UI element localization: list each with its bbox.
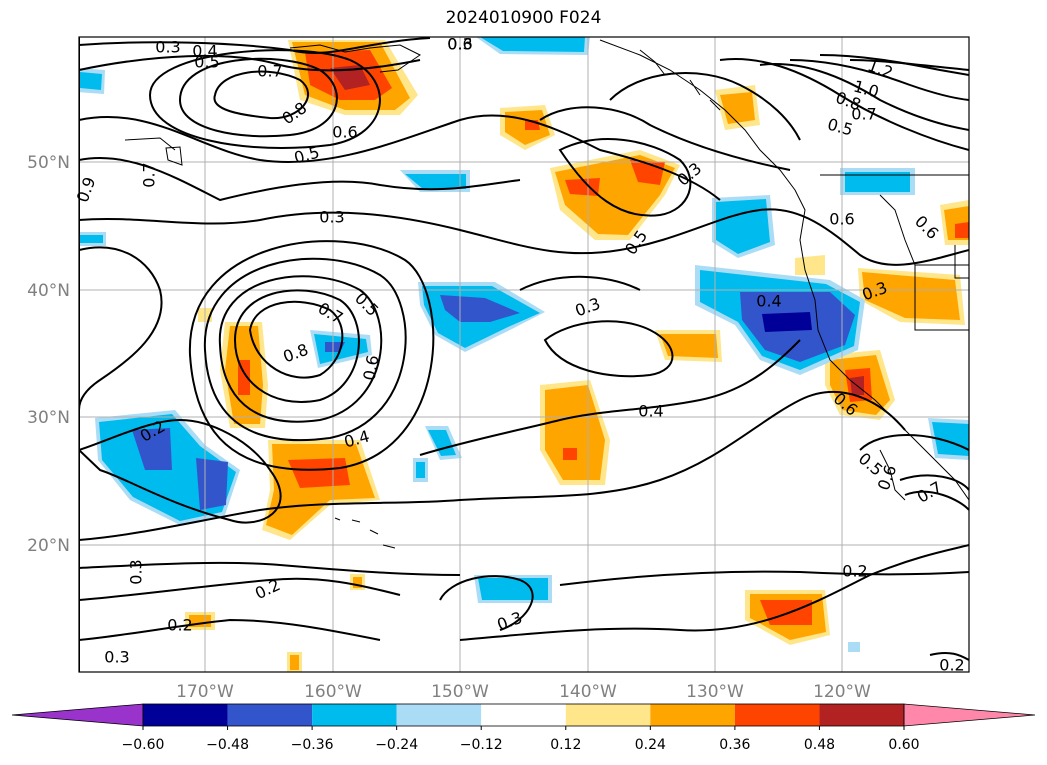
map-frame — [78, 36, 970, 673]
colorbar-frame — [142, 703, 905, 727]
lon-label-140w: 140°W — [559, 682, 617, 702]
contour-label: 0.4 — [638, 402, 663, 421]
colorbar-tick-label: −0.24 — [375, 737, 418, 753]
colorbar-extend-min — [11, 703, 144, 727]
coastlines — [124, 39, 969, 549]
contour-label: 0.7 — [315, 299, 347, 328]
contour-label: 0.7 — [851, 105, 876, 124]
lat-label-50n: 50°N — [27, 153, 70, 173]
colorbar-tick-label: −0.36 — [291, 737, 334, 753]
contour-label: 0.9 — [73, 174, 100, 204]
lon-label-160w: 160°W — [304, 682, 362, 702]
contour-label: 0.3 — [155, 38, 180, 57]
map-title: 2024010900 F024 — [445, 8, 602, 28]
colorbar-tick-label: 0.36 — [719, 737, 750, 753]
longitude-labels: 170°W 160°W 150°W 140°W 130°W 120°W — [176, 682, 871, 702]
contour-label: 0.3 — [494, 608, 524, 635]
contour-label: 0.2 — [939, 656, 964, 675]
contour-label: 0.3 — [127, 559, 146, 584]
contour-label: 0.6 — [359, 354, 382, 382]
lon-label-170w: 170°W — [176, 682, 234, 702]
contour-label: 0.6 — [332, 123, 357, 142]
contour-label: 0.3 — [104, 648, 129, 667]
lat-label-40n: 40°N — [27, 281, 70, 301]
colorbar-cell — [227, 704, 313, 726]
lon-label-130w: 130°W — [686, 682, 744, 702]
contour-label: 0.2 — [842, 562, 867, 581]
contour-label: 0.3 — [674, 159, 706, 190]
contour-label: 0.5 — [292, 143, 322, 168]
colorbar-tick-label: −0.60 — [122, 737, 165, 753]
contour-label: 0.6 — [447, 35, 472, 54]
contour-label: 0.2 — [167, 616, 192, 635]
colorbar-tick-label: 0.48 — [804, 737, 835, 753]
contour-label: 0.7 — [257, 62, 282, 81]
colorbar-extend-max — [903, 703, 1036, 727]
lat-label-30n: 30°N — [27, 408, 70, 428]
colorbar-tick-label: 0.60 — [888, 737, 919, 753]
colorbar-cell — [143, 704, 228, 726]
graticule — [79, 37, 969, 672]
colorbar-cell — [650, 704, 735, 726]
colorbar-cell — [565, 704, 651, 726]
colorbar-cell — [734, 704, 820, 726]
colorbar: −0.60 −0.48 −0.36 −0.24 −0.12 0.12 0.24 0.36 0.4… — [11, 703, 1036, 753]
contour-label: 0.4 — [342, 427, 372, 452]
contour-label: 0.7 — [140, 162, 159, 187]
contour-label: 0.7 — [914, 478, 946, 507]
contour-label: 0.6 — [911, 212, 942, 243]
colorbar-cell — [312, 704, 397, 726]
colorbar-cell — [396, 704, 482, 726]
contour-label: 0.5 — [194, 53, 219, 72]
latitude-labels: 50°N 40°N 30°N 20°N — [27, 153, 70, 556]
colorbar-tick-label: 0.24 — [635, 737, 666, 753]
contour-label: 0.3 — [319, 208, 344, 227]
colorbar-tick-label: −0.48 — [206, 737, 249, 753]
lon-label-120w: 120°W — [813, 682, 871, 702]
colorbar-tick-label: 0.12 — [550, 737, 581, 753]
contour-label: 0.3 — [447, 35, 472, 54]
contour-label: 0.6 — [829, 210, 854, 229]
colorbar-cell — [481, 704, 566, 726]
colorbar-cell — [819, 704, 904, 726]
lat-label-20n: 20°N — [27, 536, 70, 556]
contour-label: 0.4 — [192, 42, 217, 61]
contour-label: 0.4 — [756, 292, 781, 311]
contour-label: 0.8 — [280, 340, 310, 367]
contour-label: 0.3 — [572, 294, 602, 321]
lon-label-150w: 150°W — [431, 682, 489, 702]
contour-labels: 0.3 0.40.5 0.70.80.60.50.30.70.80.50.60.40… — [73, 35, 965, 675]
colorbar-tick-label: −0.12 — [460, 737, 503, 753]
contour-lines — [79, 37, 969, 672]
